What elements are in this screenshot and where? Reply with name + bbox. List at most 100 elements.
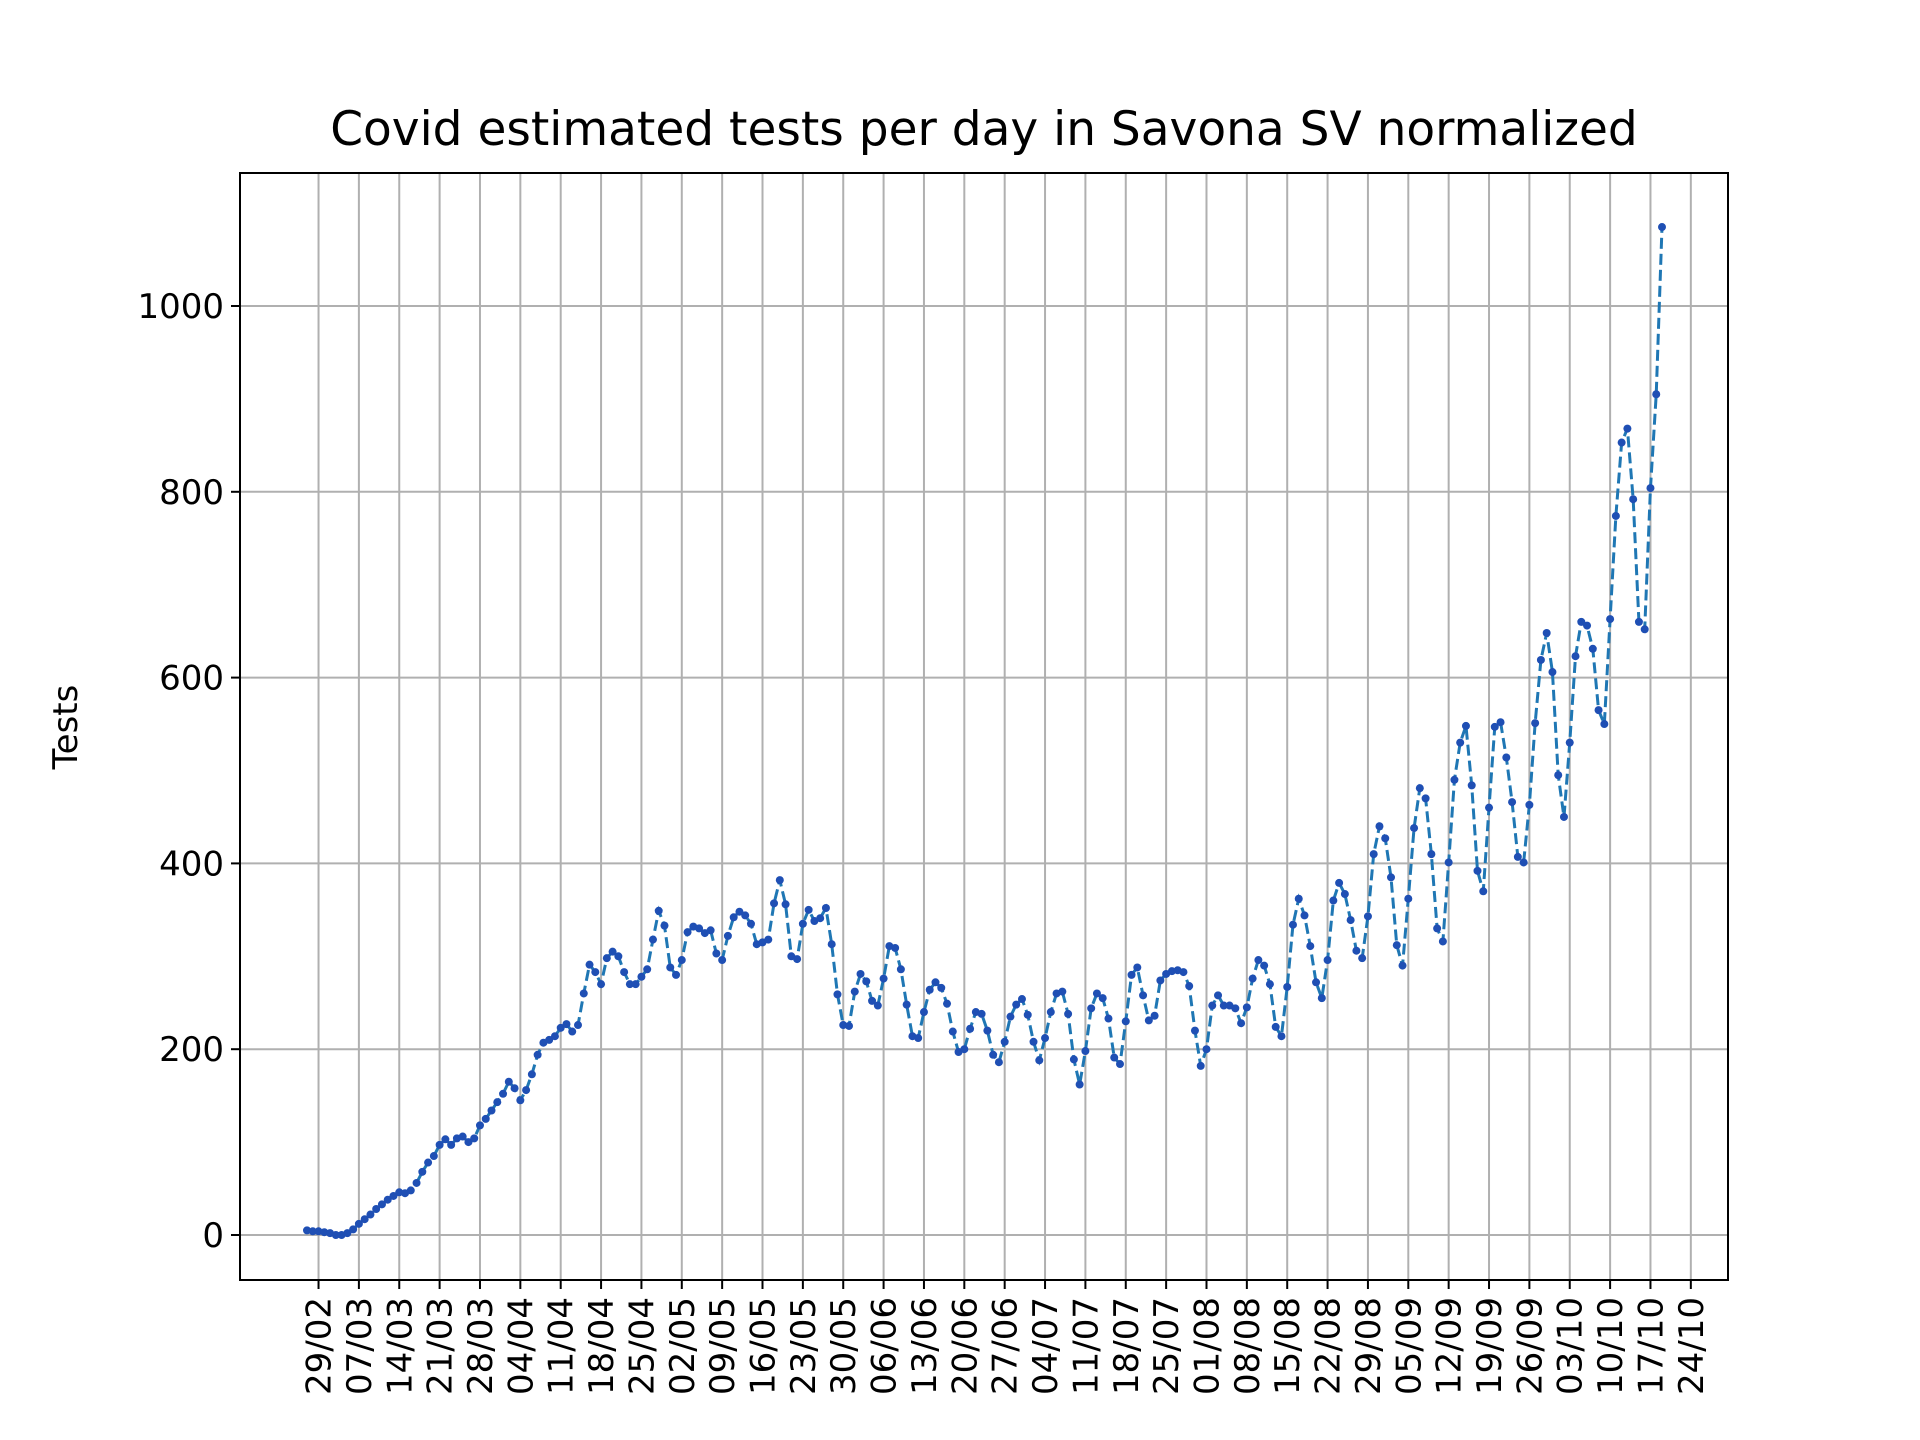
data-point <box>1548 668 1557 677</box>
x-tick-label: 02/05 <box>663 1297 703 1395</box>
data-point <box>1017 995 1026 1004</box>
data-point <box>1277 1032 1286 1041</box>
data-point <box>568 1027 577 1036</box>
data-point <box>1069 1055 1078 1064</box>
data-point <box>499 1089 508 1098</box>
data-point <box>1323 956 1332 965</box>
data-point <box>1144 1016 1153 1025</box>
data-point <box>1190 1026 1199 1035</box>
x-tick-label: 21/03 <box>421 1297 461 1395</box>
data-point <box>372 1204 381 1213</box>
data-point <box>1335 878 1344 887</box>
x-tick-label: 11/07 <box>1066 1297 1106 1395</box>
data-point <box>1012 1000 1021 1009</box>
data-point <box>764 935 773 944</box>
data-point <box>989 1050 998 1059</box>
data-point <box>948 1027 957 1036</box>
data-point <box>1594 706 1603 715</box>
y-tick-label: 600 <box>159 659 224 699</box>
data-point <box>735 907 744 916</box>
data-point <box>1092 989 1101 998</box>
data-point <box>331 1231 340 1239</box>
data-point <box>683 928 692 937</box>
data-point <box>522 1086 531 1095</box>
data-point <box>1075 1080 1084 1089</box>
data-point <box>556 1023 565 1032</box>
data-point <box>1381 834 1390 843</box>
data-point <box>781 900 790 909</box>
data-point <box>994 1058 1003 1067</box>
data-point <box>695 924 704 933</box>
x-tick-label: 25/07 <box>1147 1297 1187 1395</box>
data-point <box>1006 1012 1015 1021</box>
data-point <box>516 1096 525 1105</box>
data-point <box>827 940 836 949</box>
data-point <box>1456 738 1465 747</box>
data-point <box>349 1225 358 1234</box>
data-point <box>1248 974 1257 983</box>
data-point <box>475 1121 484 1130</box>
data-point <box>775 876 784 885</box>
plot-frame <box>239 172 1729 1281</box>
data-point <box>389 1191 398 1200</box>
data-point <box>412 1178 421 1187</box>
data-point <box>1260 961 1269 970</box>
data-point <box>447 1140 456 1149</box>
data-point <box>1415 784 1424 793</box>
data-point <box>1116 1060 1124 1069</box>
data-point <box>1588 644 1597 653</box>
data-point <box>1058 987 1067 996</box>
chart-title: Covid estimated tests per day in Savona … <box>330 102 1638 157</box>
data-point <box>406 1186 415 1195</box>
data-point <box>1496 718 1505 727</box>
plot-area <box>303 223 1666 1239</box>
data-point <box>960 1045 969 1054</box>
data-point <box>1410 824 1419 833</box>
data-point <box>464 1138 473 1147</box>
data-point <box>723 931 732 940</box>
data-point <box>654 906 663 915</box>
data-point <box>677 956 686 965</box>
data-point <box>597 980 606 989</box>
data-point <box>562 1020 571 1029</box>
data-point <box>1623 424 1632 433</box>
data-point <box>672 970 681 979</box>
data-point <box>343 1229 352 1238</box>
data-point <box>1156 976 1165 985</box>
data-point <box>1479 887 1488 896</box>
data-point <box>1029 1037 1038 1046</box>
data-point <box>1139 991 1148 1000</box>
data-point <box>1288 920 1297 929</box>
data-point <box>1461 721 1470 730</box>
x-tick-label: 03/10 <box>1551 1297 1591 1395</box>
data-point <box>1565 738 1574 747</box>
data-point <box>1346 916 1355 925</box>
data-point <box>487 1106 496 1115</box>
data-point <box>804 905 813 914</box>
x-tick-label: 05/09 <box>1389 1297 1429 1395</box>
data-point <box>1387 873 1395 882</box>
data-point <box>1450 775 1459 784</box>
data-point <box>418 1167 427 1176</box>
data-point <box>377 1200 386 1209</box>
data-point <box>660 921 669 930</box>
data-point <box>429 1152 438 1161</box>
y-axis-label: Tests <box>46 685 86 771</box>
data-point <box>833 990 842 999</box>
x-tick-label: 11/04 <box>542 1297 582 1395</box>
x-tick-label: 04/07 <box>1026 1297 1066 1395</box>
data-point <box>1000 1037 1009 1046</box>
data-point <box>1300 911 1309 920</box>
data-point <box>1363 912 1372 921</box>
data-point <box>1317 994 1326 1003</box>
data-point <box>1196 1061 1205 1070</box>
data-point <box>896 965 905 974</box>
data-point <box>1600 720 1609 729</box>
data-point <box>1150 1011 1159 1020</box>
data-point <box>798 919 807 928</box>
x-tick-label: 26/09 <box>1510 1297 1550 1395</box>
data-point <box>1554 771 1563 780</box>
data-point <box>1571 652 1580 661</box>
data-point <box>983 1026 992 1035</box>
